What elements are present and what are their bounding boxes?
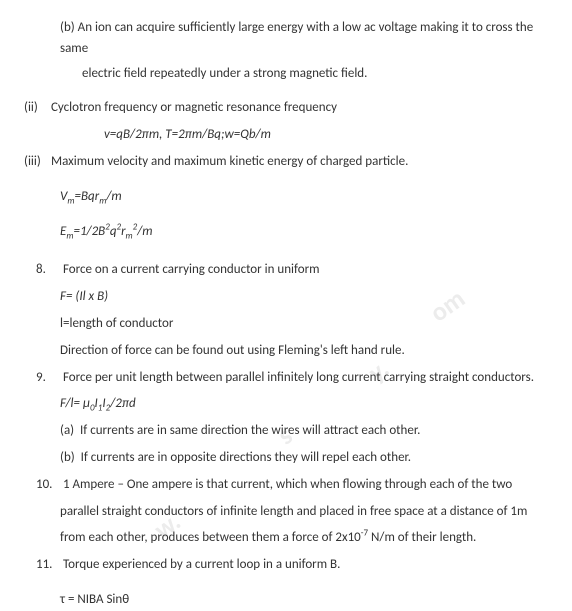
item-b-prefix: (b) (60, 20, 75, 35)
item-iii-header: (iii) Maximum velocity and maximum kinet… (24, 152, 548, 173)
item-9a: (a) If currents are in same direction th… (24, 421, 548, 442)
item-9b: (b) If currents are in opposite directio… (24, 448, 548, 469)
item-10-line3: from each other, produces between them a… (24, 528, 548, 549)
f2-q: q (110, 224, 117, 239)
item-10-post: N/m of their length. (368, 530, 476, 545)
item-8-line1: Force on a current carrying conductor in… (63, 262, 320, 277)
item-9b-text: If currents are in opposite directions t… (81, 450, 411, 465)
item-iii-formula1: Vm=Bqrm/m (24, 187, 548, 208)
item-8-header: 8. Force on a current carrying conductor… (24, 260, 548, 281)
item-ii-text: Cyclotron frequency or magnetic resonanc… (51, 100, 337, 115)
item-10-text1: 1 Ampere – One ampere is that current, w… (63, 477, 512, 492)
item-8-prefix: 8. (36, 260, 60, 281)
item-8-line2: l=length of conductor (24, 314, 548, 335)
item-9-line1: Force per unit length between parallel i… (63, 370, 534, 385)
item-ii-formula: v=qB/2πm, T=2πm/Bq;w=Qb/m (24, 125, 548, 146)
item-10-sup: -7 (361, 528, 368, 539)
item-10-line1: 10. 1 Ampere – One ampere is that curren… (24, 475, 548, 496)
f2-b: =1/2B (73, 224, 105, 239)
item-9-formula: F/l= µ0I1I2/2πd (24, 394, 548, 415)
f1-sub: m (67, 195, 74, 206)
item-iii-prefix: (iii) (24, 152, 48, 173)
item-ii-prefix: (ii) (24, 98, 48, 119)
item-ii-header: (ii) Cyclotron frequency or magnetic res… (24, 98, 548, 119)
item-9a-text: If currents are in same direction the wi… (80, 423, 420, 438)
item-b-line1: (b) An ion can acquire sufficiently larg… (24, 18, 548, 60)
item-9-prefix: 9. (36, 368, 60, 389)
item-b-text2: electric field repeatedly under a strong… (82, 66, 367, 81)
item-11-line1: Torque experienced by a current loop in … (63, 557, 340, 572)
item-9b-prefix: (b) (60, 450, 75, 465)
item-9a-prefix: (a) (60, 423, 74, 438)
item-iii-formula2: Em=1/2B2q2rm2/m (24, 222, 548, 243)
item-9-header: 9. Force per unit length between paralle… (24, 368, 548, 389)
item-10-prefix: 10. (36, 475, 60, 496)
item-11-formula: τ = NIBA Sinθ (24, 590, 548, 611)
item-8-formula: F= (Il x B) (24, 287, 548, 308)
item-11-header: 11. Torque experienced by a current loop… (24, 555, 548, 576)
item-11-prefix: 11. (36, 555, 60, 576)
f2-sub2: m (126, 230, 133, 241)
f9-pre: F/l= µ (60, 396, 90, 411)
item-iii-text: Maximum velocity and maximum kinetic ene… (51, 154, 408, 169)
f9-post: /2πd (110, 396, 136, 411)
item-10-line2: parallel straight conductors of infinite… (24, 502, 548, 523)
item-b-text1: An ion can acquire sufficiently large en… (60, 20, 533, 56)
f1-mid: =Bqr (75, 189, 100, 204)
f1-post: /m (106, 189, 121, 204)
f2-post: /m (137, 224, 152, 239)
item-10-pre: from each other, produces between them a… (60, 530, 361, 545)
item-8-line3: Direction of force can be found out usin… (24, 341, 548, 362)
item-b-line2: electric field repeatedly under a strong… (24, 64, 548, 85)
